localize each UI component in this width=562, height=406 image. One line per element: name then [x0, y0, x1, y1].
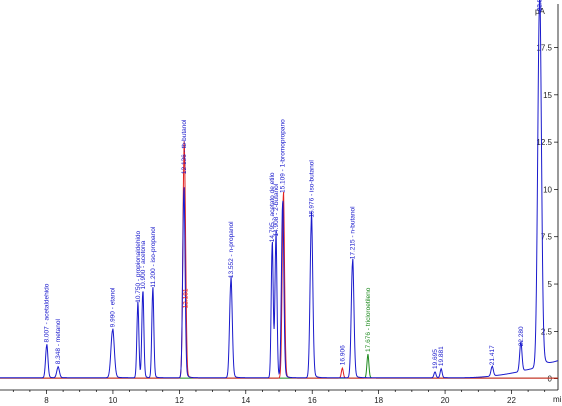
x-tick-label: 16	[308, 396, 317, 405]
peak-label: 19.881	[438, 346, 445, 366]
peak-label: 11.200 - iso-propanol	[150, 226, 157, 288]
peak-label: 9.990 - etanol	[110, 287, 117, 327]
y-tick-label: 7.5	[541, 233, 553, 242]
x-tick-label: 22	[507, 396, 516, 405]
peak-label: 21.417	[489, 345, 496, 365]
x-tick-label: 20	[441, 396, 450, 405]
peak-label: 19.695	[432, 349, 439, 369]
x-tick-label: 8	[44, 396, 49, 405]
y-tick-label: 10	[543, 185, 552, 194]
x-tick-label: 12	[175, 396, 184, 405]
x-unit-label: mi	[553, 395, 562, 404]
peak-label: 12.181	[182, 288, 189, 308]
y-tick-label: 2.5	[541, 327, 553, 336]
y-tick-label: 0	[548, 375, 553, 384]
peak-label: 8.007 - acetaldehido	[44, 283, 51, 342]
peak-label: 8.348 - metanol	[55, 319, 62, 365]
peak-label: 12.136 - tb-butanol	[181, 119, 188, 174]
peak-label: 17.676 - tricloroetileno	[365, 287, 372, 352]
y-tick-label: 17.5	[536, 44, 552, 53]
peak-label: 14.908 - 2-butanol	[273, 183, 280, 236]
peak-label: 15.109 - 1-bromopropano	[280, 119, 287, 193]
peak-label: 22.845 - acetato de iso-amilo	[537, 0, 544, 11]
x-tick-label: 18	[374, 396, 383, 405]
peak-label: 15.976 - iso-butanol	[308, 160, 315, 218]
peak-label: 22.280	[518, 326, 525, 346]
peak-label: 14.795 - acetato de etilo	[269, 172, 276, 242]
x-tick-label: 14	[241, 396, 250, 405]
peak-label: 16.906	[339, 345, 346, 365]
y-tick-label: 15	[543, 91, 552, 100]
peak-label: 10.900 - acetona	[140, 240, 147, 289]
y-tick-label: 5	[548, 280, 553, 289]
peak-label: 10.750 - propionaldehido	[135, 230, 142, 302]
peak-label: 17.215 - n-butanol	[350, 206, 357, 259]
x-tick-label: 10	[108, 396, 117, 405]
y-tick-label: 12.5	[536, 138, 552, 147]
chromatogram-trace	[0, 0, 559, 379]
peak-label: 13.552 - n-propanol	[228, 221, 235, 278]
